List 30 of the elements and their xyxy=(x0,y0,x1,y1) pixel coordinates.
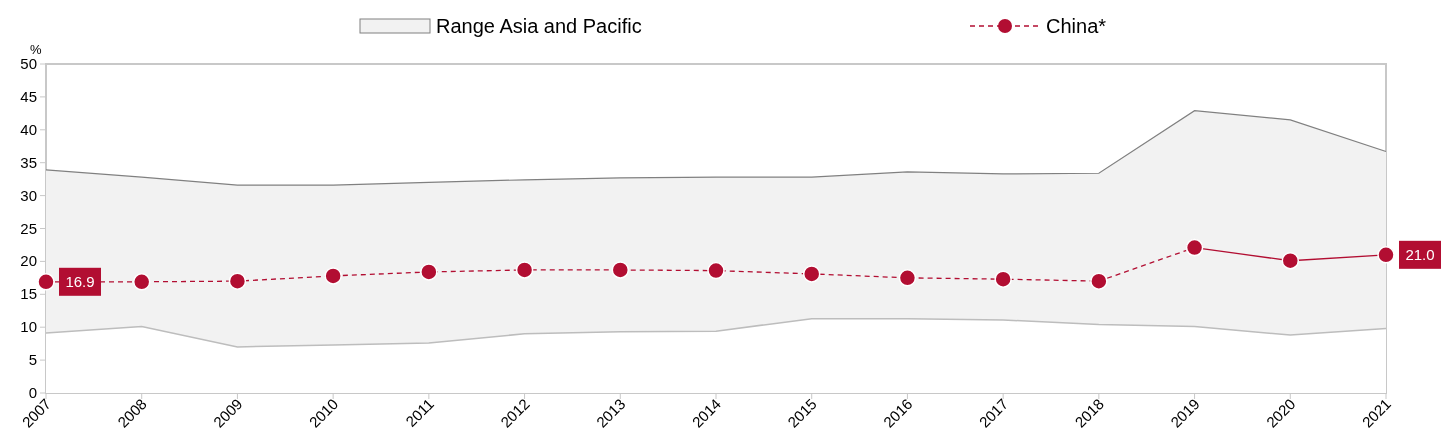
y-tick-label: 5 xyxy=(28,351,37,369)
y-tick-label: 10 xyxy=(20,318,37,336)
y-tick-label: 30 xyxy=(20,186,37,204)
y-tick-label: 35 xyxy=(20,153,37,171)
y-tick-label: 45 xyxy=(20,87,37,105)
y-tick-label: 20 xyxy=(20,252,37,270)
y-tick-label: 40 xyxy=(20,120,37,138)
point xyxy=(1281,251,1300,270)
point xyxy=(1090,272,1108,290)
point xyxy=(324,267,342,285)
data-label: 16.9 xyxy=(65,272,95,290)
y-tick-label: 25 xyxy=(20,219,37,237)
point xyxy=(994,270,1012,288)
point xyxy=(802,265,821,283)
point xyxy=(1377,246,1395,264)
y-tick-label: 0 xyxy=(28,384,37,401)
y-axis-title: % xyxy=(30,42,42,57)
legend-label: Range Asia and Pacific xyxy=(436,15,642,37)
y-tick-label: 15 xyxy=(20,285,37,303)
legend-label: China* xyxy=(1046,15,1107,37)
point xyxy=(37,273,55,291)
point xyxy=(515,261,534,279)
point xyxy=(707,261,725,280)
point xyxy=(611,261,630,279)
point xyxy=(898,269,917,287)
point xyxy=(132,273,151,291)
y-tick-label: 50 xyxy=(20,55,37,72)
data-label: 21.0 xyxy=(1405,245,1435,263)
point xyxy=(420,263,438,281)
point xyxy=(228,272,247,290)
